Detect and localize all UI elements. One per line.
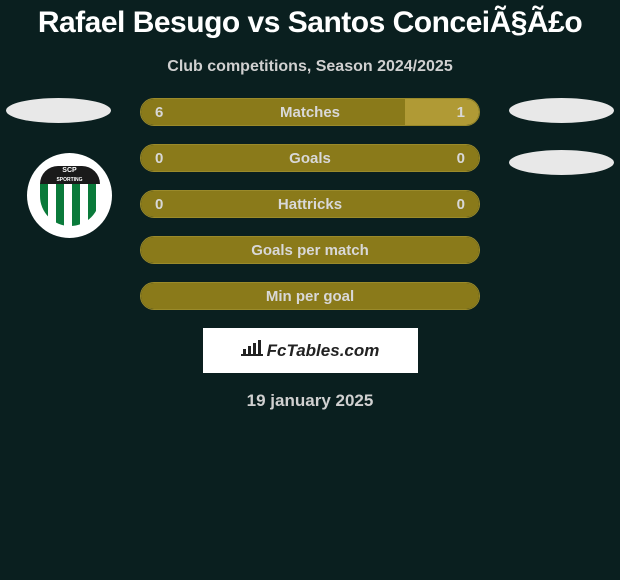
bar-value-left: 0 [155, 145, 163, 171]
badge-stripes [40, 184, 100, 226]
page-title: Rafael Besugo vs Santos ConceiÃ§Ã£o [0, 0, 620, 40]
stat-row: Matches6 1 [140, 98, 480, 126]
bar-label: Min per goal [141, 283, 479, 309]
chart-icon [241, 339, 263, 362]
player-left-placeholder [6, 98, 111, 123]
badge-sub-text: SPORTING [56, 177, 82, 183]
brand-text: FcTables.com [241, 339, 380, 362]
bars-container: Matches61Goals00Hattricks00Goals per mat… [140, 98, 480, 310]
bar-label: Matches [141, 99, 479, 125]
badge-top-text: SCP [62, 167, 76, 174]
bar-value-left: 6 [155, 99, 163, 125]
stat-row: Goals per match [140, 236, 480, 264]
root: Rafael Besugo vs Santos ConceiÃ§Ã£o Club… [0, 0, 620, 580]
stat-row: Goals0 0 [140, 144, 480, 172]
bar-value-left: 0 [155, 191, 163, 217]
bar-value-right: 1 [457, 99, 465, 125]
club-badge: SCP SPORTING [27, 153, 112, 238]
player-right-placeholder-2 [509, 150, 614, 175]
brand-box: FcTables.com [203, 328, 418, 373]
subtitle: Club competitions, Season 2024/2025 [0, 58, 620, 76]
stats-area: SCP SPORTING Matches61Goals00Hattricks00… [0, 98, 620, 310]
brand-label: FcTables.com [267, 341, 380, 361]
badge-inner: SCP SPORTING [40, 166, 100, 226]
stat-row: Hattricks0 0 [140, 190, 480, 218]
stat-row: Min per goal [140, 282, 480, 310]
bar-label: Hattricks [141, 191, 479, 217]
date-text: 19 january 2025 [0, 391, 620, 411]
bar-value-right: 0 [457, 191, 465, 217]
player-right-placeholder [509, 98, 614, 123]
bar-label: Goals [141, 145, 479, 171]
badge-top: SCP SPORTING [40, 166, 100, 184]
bar-value-right: 0 [457, 145, 465, 171]
bar-label: Goals per match [141, 237, 479, 263]
